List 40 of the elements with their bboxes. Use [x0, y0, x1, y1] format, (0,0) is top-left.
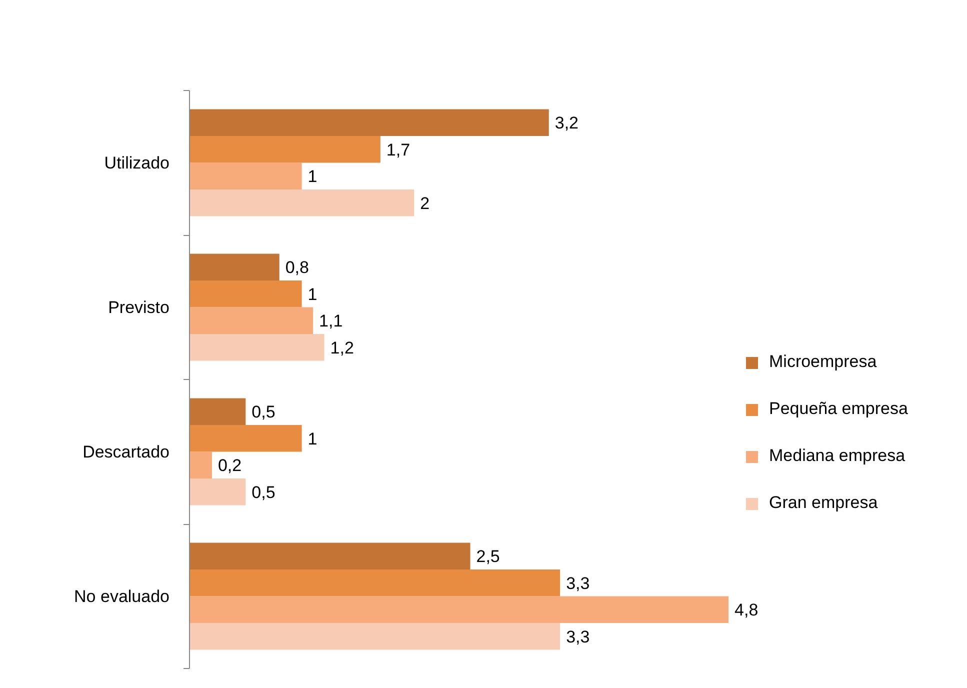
- bar: [190, 622, 560, 650]
- legend-label: Microempresa: [769, 352, 877, 372]
- data-label: 3,3: [566, 627, 590, 646]
- y-tick-label: Descartado: [82, 442, 170, 462]
- data-label: 2,5: [476, 547, 500, 566]
- data-label: 4,8: [734, 600, 758, 620]
- bar: [190, 162, 302, 190]
- data-label: 1,7: [386, 140, 410, 160]
- bar: [190, 542, 470, 570]
- bar: [190, 596, 729, 623]
- y-tick-label: Utilizado: [104, 153, 170, 172]
- data-label: 0,5: [252, 402, 276, 422]
- bar: [190, 254, 280, 281]
- bar: [190, 398, 246, 426]
- legend-label: Pequeña empresa: [769, 399, 908, 419]
- data-label: 0,5: [252, 482, 276, 502]
- data-label: 2: [420, 194, 430, 213]
- data-label: 1,2: [330, 338, 354, 358]
- data-label: 1,1: [319, 312, 343, 331]
- bar: [190, 570, 560, 596]
- bar: [190, 452, 212, 478]
- bar: [190, 136, 380, 163]
- data-label: 1: [308, 167, 318, 186]
- data-label: 1: [308, 429, 318, 448]
- data-label: 1: [308, 284, 318, 304]
- bar: [190, 189, 414, 216]
- y-tick-label: No evaluado: [74, 586, 170, 606]
- legend-label: Mediana empresa: [769, 446, 906, 466]
- bar: [190, 425, 302, 452]
- legend-label: Gran empresa: [769, 493, 878, 513]
- y-tick-label: Previsto: [108, 298, 170, 317]
- bar: [190, 334, 324, 361]
- bar: [190, 307, 314, 334]
- bar: [190, 280, 302, 308]
- bar: [190, 109, 549, 136]
- data-label: 0,8: [285, 258, 309, 278]
- bar: [190, 478, 246, 506]
- data-label: 3,3: [566, 574, 590, 593]
- data-label: 0,2: [218, 456, 242, 476]
- data-label: 3,2: [554, 114, 579, 133]
